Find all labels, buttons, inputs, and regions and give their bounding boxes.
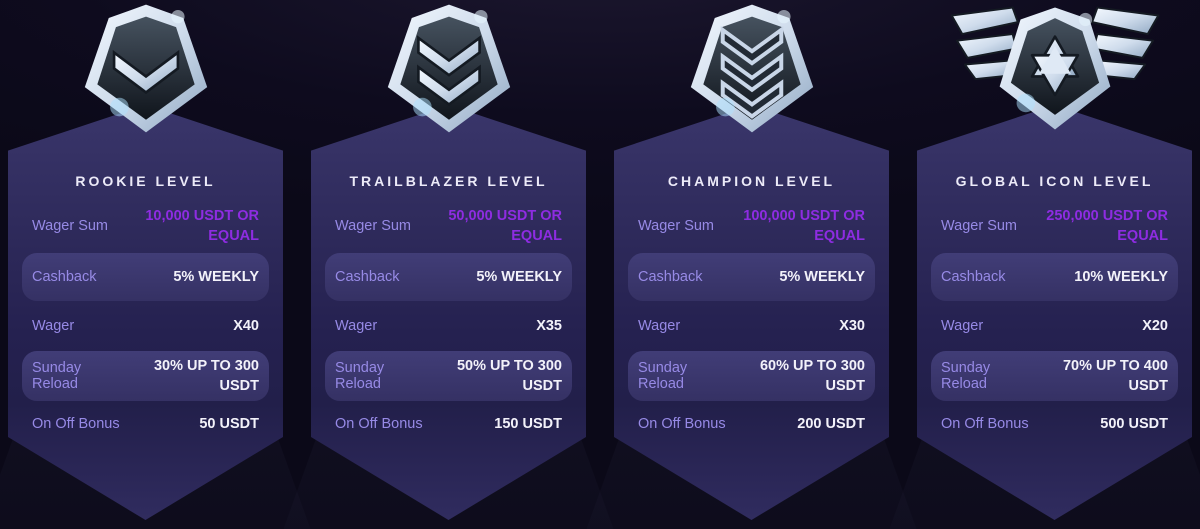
row-sunday-reload: Sunday Reload 70% UP TO 400 USDT	[931, 351, 1178, 401]
row-value: X30	[839, 318, 865, 334]
card-title: CHAMPION LEVEL	[667, 173, 836, 189]
row-cashback: Cashback 5% WEEKLY	[22, 253, 269, 301]
row-value: 150 USDT	[494, 416, 562, 432]
row-value: 5% WEEKLY	[173, 269, 259, 285]
row-label: Cashback	[335, 269, 400, 285]
row-label: Cashback	[941, 269, 1006, 285]
row-sunday-reload: Sunday Reload 50% UP TO 300 USDT	[325, 351, 572, 401]
row-label: Wager	[335, 318, 378, 334]
row-value: 10,000 USDT OR EQUAL	[145, 208, 259, 244]
row-label: Cashback	[638, 269, 703, 285]
row-wager-sum: Wager Sum 250,000 USDT OR EQUAL	[931, 201, 1178, 251]
card-title: GLOBAL ICON LEVEL	[955, 173, 1154, 189]
row-wager: Wager X35	[325, 303, 572, 349]
row-label: On Off Bonus	[335, 416, 423, 432]
triple-chevron-rank-badge-icon	[690, 4, 813, 133]
row-value: 60% UP TO 300 USDT	[759, 358, 865, 394]
row-label: Sunday Reload	[941, 360, 991, 392]
row-label: Wager Sum	[32, 218, 109, 234]
card-title: ROOKIE LEVEL	[75, 173, 216, 189]
row-value: X40	[233, 318, 259, 334]
level-card-trailblazer: TRAILBLAZER LEVEL Wager Sum 50,000 USDT …	[311, 105, 586, 520]
level-card-slot-global-icon: GLOBAL ICON LEVEL Wager Sum 250,000 USDT…	[889, 0, 1200, 529]
row-cashback: Cashback 5% WEEKLY	[325, 253, 572, 301]
row-value: 500 USDT	[1100, 416, 1168, 432]
row-cashback: Cashback 5% WEEKLY	[628, 253, 875, 301]
row-wager: Wager X20	[931, 303, 1178, 349]
row-value: 5% WEEKLY	[779, 269, 865, 285]
row-label: Sunday Reload	[335, 360, 385, 392]
row-label: Cashback	[32, 269, 97, 285]
row-label: On Off Bonus	[32, 416, 120, 432]
row-value: 30% UP TO 300 USDT	[153, 358, 259, 394]
row-value: 10% WEEKLY	[1074, 269, 1168, 285]
row-wager-sum: Wager Sum 100,000 USDT OR EQUAL	[628, 201, 875, 251]
row-value: 50,000 USDT OR EQUAL	[448, 208, 562, 244]
row-on-off-bonus: On Off Bonus 500 USDT	[931, 403, 1178, 445]
row-label: Wager	[941, 318, 984, 334]
row-value: X20	[1142, 318, 1168, 334]
row-value: X35	[536, 318, 562, 334]
row-on-off-bonus: On Off Bonus 50 USDT	[22, 403, 269, 445]
row-label: On Off Bonus	[638, 416, 726, 432]
level-card-slot-champion: CHAMPION LEVEL Wager Sum 100,000 USDT OR…	[586, 0, 917, 529]
level-card-slot-rookie: ROOKIE LEVEL Wager Sum 10,000 USDT OR EQ…	[0, 0, 311, 529]
row-value: 70% UP TO 400 USDT	[1062, 358, 1168, 394]
row-wager-sum: Wager Sum 10,000 USDT OR EQUAL	[22, 201, 269, 251]
row-wager-sum: Wager Sum 50,000 USDT OR EQUAL	[325, 201, 572, 251]
row-value: 250,000 USDT OR EQUAL	[1046, 208, 1168, 244]
row-on-off-bonus: On Off Bonus 200 USDT	[628, 403, 875, 445]
row-label: On Off Bonus	[941, 416, 1029, 432]
row-value: 200 USDT	[797, 416, 865, 432]
level-card-global-icon: GLOBAL ICON LEVEL Wager Sum 250,000 USDT…	[917, 105, 1192, 520]
row-label: Wager	[32, 318, 75, 334]
row-on-off-bonus: On Off Bonus 150 USDT	[325, 403, 572, 445]
single-chevron-rank-badge-icon	[84, 4, 207, 133]
row-label: Sunday Reload	[638, 360, 688, 392]
card-title: TRAILBLAZER LEVEL	[349, 173, 548, 189]
row-label: Wager Sum	[335, 218, 412, 234]
row-label: Wager Sum	[638, 218, 715, 234]
row-wager: Wager X40	[22, 303, 269, 349]
row-label: Wager Sum	[941, 218, 1018, 234]
row-cashback: Cashback 10% WEEKLY	[931, 253, 1178, 301]
winged-star-rank-badge-icon	[950, 6, 1159, 130]
level-card-rookie: ROOKIE LEVEL Wager Sum 10,000 USDT OR EQ…	[8, 105, 283, 520]
row-sunday-reload: Sunday Reload 30% UP TO 300 USDT	[22, 351, 269, 401]
row-wager: Wager X30	[628, 303, 875, 349]
level-card-slot-trailblazer: TRAILBLAZER LEVEL Wager Sum 50,000 USDT …	[283, 0, 614, 529]
level-card-champion: CHAMPION LEVEL Wager Sum 100,000 USDT OR…	[614, 105, 889, 520]
double-chevron-rank-badge-icon	[387, 4, 510, 133]
row-value: 100,000 USDT OR EQUAL	[743, 208, 865, 244]
row-value: 50 USDT	[199, 416, 259, 432]
row-label: Sunday Reload	[32, 360, 82, 392]
row-value: 5% WEEKLY	[476, 269, 562, 285]
row-sunday-reload: Sunday Reload 60% UP TO 300 USDT	[628, 351, 875, 401]
row-value: 50% UP TO 300 USDT	[456, 358, 562, 394]
row-label: Wager	[638, 318, 681, 334]
